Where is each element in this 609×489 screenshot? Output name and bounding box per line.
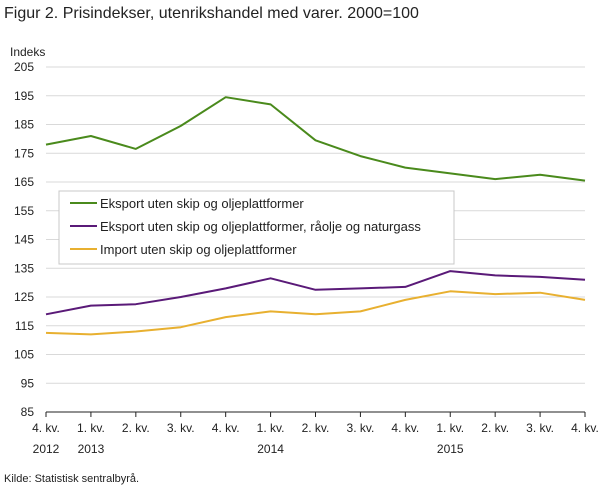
y-tick-label: 135: [14, 261, 34, 275]
y-tick-label: 175: [14, 146, 34, 160]
x-tick-label: 3. kv.: [347, 421, 375, 435]
x-tick-year-label: 2015: [437, 442, 464, 456]
x-tick-label: 1. kv.: [77, 421, 105, 435]
y-tick-label: 195: [14, 89, 34, 103]
y-tick-label: 185: [14, 118, 34, 132]
series-line-1: [45, 270, 586, 316]
y-tick-label: 205: [14, 60, 34, 74]
legend-label-eksport-uten-raolje: Eksport uten skip og oljeplattformer, rå…: [100, 219, 421, 234]
series-lines: [45, 96, 586, 336]
legend-label-eksport: Eksport uten skip og oljeplattformer: [100, 196, 304, 211]
x-tick-label: 1. kv.: [436, 421, 464, 435]
x-tick-label: 1. kv.: [257, 421, 285, 435]
legend: Eksport uten skip og oljeplattformer Eks…: [58, 190, 455, 265]
x-tick-label: 4. kv.: [571, 421, 599, 435]
y-tick-label: 155: [14, 204, 34, 218]
x-axis-ticks: 4. kv. 2012 1. kv. 2013 2. kv. 3. kv. 4. kv. 1.…: [32, 421, 599, 456]
x-tick-label: 3. kv.: [526, 421, 554, 435]
x-tick-label: 4. kv.: [212, 421, 240, 435]
x-tick-label: 4. kv.: [391, 421, 419, 435]
legend-label-import: Import uten skip og oljeplattformer: [100, 242, 297, 257]
y-axis-label: Indeks: [10, 45, 45, 59]
x-axis: [45, 411, 586, 417]
x-tick-label: 2. kv.: [122, 421, 150, 435]
y-tick-label: 125: [14, 290, 34, 304]
x-tick-year-label: 2013: [78, 442, 105, 456]
x-tick-label: 2. kv.: [481, 421, 509, 435]
y-axis-ticks: 85 95 105 115 125 135 145 155 165 175 185 195 205: [14, 60, 34, 419]
y-tick-label: 105: [14, 348, 34, 362]
x-tick-label: 2. kv.: [302, 421, 330, 435]
y-tick-label: 145: [14, 233, 34, 247]
source-note: Kilde: Statistisk sentralbyrå.: [4, 473, 140, 485]
series-line-0: [45, 96, 586, 182]
x-tick-year-label: 2014: [257, 442, 284, 456]
y-tick-label: 115: [15, 319, 34, 333]
series-line-2: [45, 290, 586, 336]
x-tick-year-label: 2012: [33, 442, 60, 456]
chart-title: Figur 2. Prisindekser, utenrikshandel me…: [4, 5, 419, 22]
x-tick-label: 3. kv.: [167, 421, 195, 435]
x-tick-label: 4. kv.: [32, 421, 60, 435]
y-tick-label: 85: [21, 405, 35, 419]
gridlines: [46, 66, 585, 384]
y-tick-label: 165: [14, 175, 34, 189]
legend-box: [58, 190, 455, 265]
y-tick-label: 95: [21, 376, 35, 390]
